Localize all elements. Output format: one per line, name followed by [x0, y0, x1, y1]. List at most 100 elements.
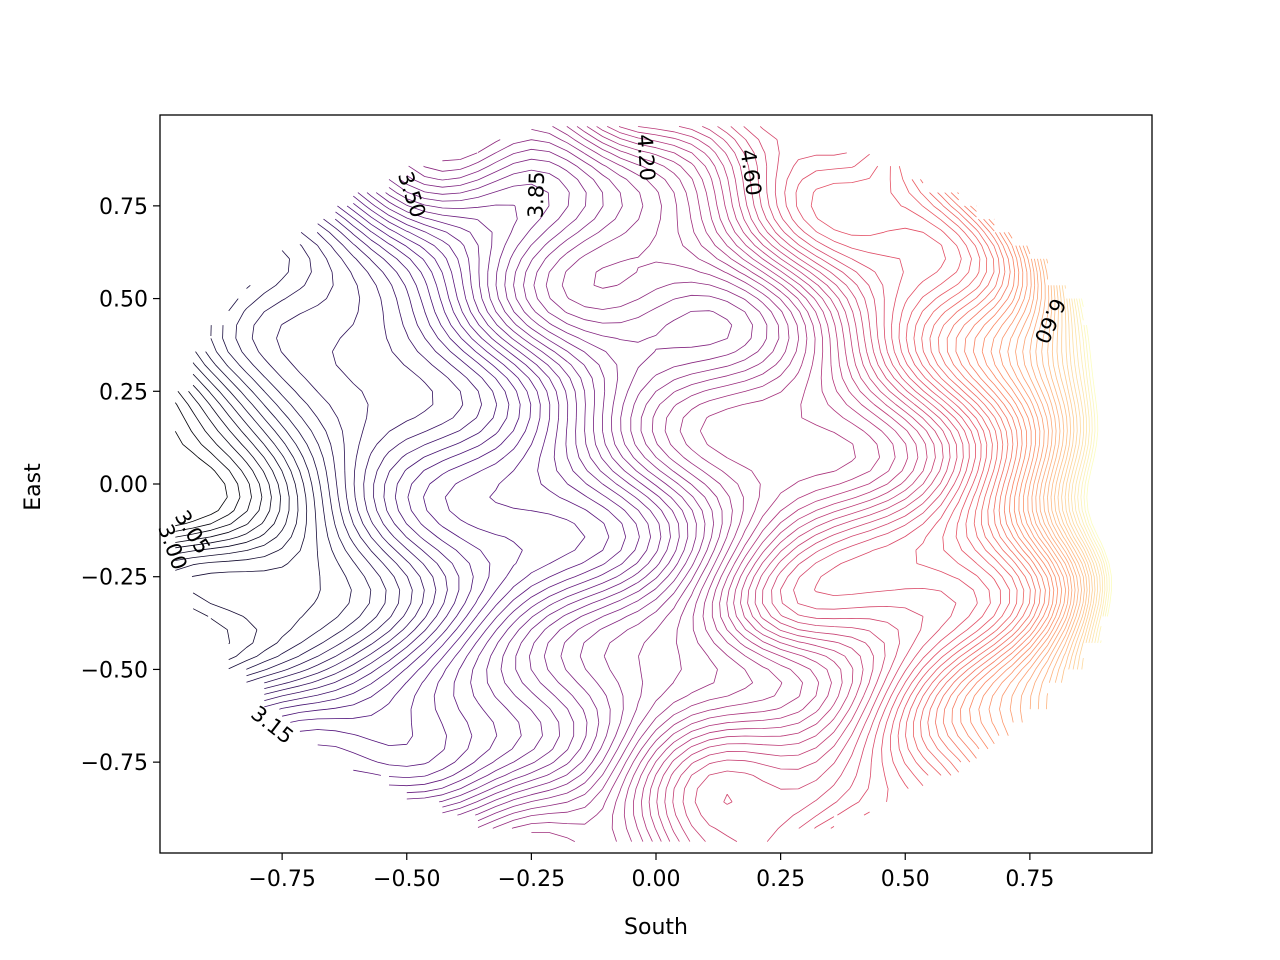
contour-level-line [175, 362, 290, 561]
contour-level-line [927, 192, 1031, 773]
contour-level-line [210, 325, 321, 670]
y-tick-label: 0.25 [99, 380, 148, 405]
contour-level-line [1071, 298, 1103, 643]
contour-level-line [442, 129, 768, 828]
contour-level-line [1029, 258, 1076, 710]
contour-level-line [531, 126, 799, 842]
y-tick-label: 0.50 [99, 288, 148, 313]
contour-level-line [1061, 285, 1096, 670]
contour-level-line [175, 373, 281, 555]
contour-level-line [366, 192, 627, 787]
contour-level-line [399, 169, 680, 814]
contour-level-line [408, 148, 733, 816]
contour-level-line [191, 351, 308, 660]
contour-level-line [596, 126, 856, 842]
contour-level-line [388, 179, 671, 808]
contour-level-line [290, 205, 521, 723]
contour-level-line [618, 126, 896, 842]
x-tick-label: 0.50 [881, 867, 930, 892]
contour-level-line [898, 165, 1011, 776]
contour-level-line [492, 126, 780, 829]
contour-level-line [1073, 298, 1106, 643]
contour-level-line [960, 205, 1051, 750]
contour-level-line [317, 195, 586, 767]
contour-level-line [222, 284, 352, 670]
contour-level-line [175, 351, 299, 645]
contour-level-line [889, 166, 1001, 787]
contour-level-line [511, 126, 790, 829]
contour-level-line [694, 126, 944, 842]
contour-level-line [911, 179, 1018, 776]
contour-level-line [1078, 298, 1110, 643]
contour-level-line [235, 250, 372, 677]
contour-level-line [920, 179, 1025, 776]
contour-level-line [385, 192, 651, 800]
x-axis-ticks: −0.75 −0.50 −0.25 0.00 0.25 0.50 0.75 [248, 853, 1054, 892]
contour-level-line [375, 192, 640, 794]
plot-area-background [160, 115, 1152, 853]
x-axis-label: South [624, 915, 688, 940]
contour-label: 4.20 [632, 133, 659, 181]
contour-level-line [607, 126, 880, 842]
contour-level-line [1081, 298, 1112, 617]
contour-level-line [175, 391, 252, 538]
contour-level-line [246, 244, 387, 683]
y-axis-label: East [21, 463, 46, 511]
contour-level-line [174, 431, 228, 527]
contour-level-line [1035, 258, 1079, 710]
x-tick-label: 0.75 [1005, 867, 1054, 892]
contour-level-line [1051, 285, 1088, 683]
contour-lines [174, 126, 1112, 842]
contour-level-line [1046, 258, 1085, 683]
y-tick-label: 0.75 [99, 195, 148, 220]
contour-level-line [682, 126, 936, 842]
contour-level-line [1064, 285, 1098, 670]
y-tick-label: −0.25 [81, 566, 148, 591]
contour-level-line [586, 126, 808, 842]
contour-level-line [759, 126, 958, 829]
contour-level-line [1059, 285, 1093, 670]
contour-level-line [795, 153, 978, 829]
contour-level-line [784, 152, 964, 829]
x-tick-label: −0.25 [498, 867, 565, 892]
contour-level-line [1068, 298, 1101, 643]
y-tick-label: −0.50 [81, 658, 148, 683]
contour-level-line [1041, 258, 1082, 710]
contour-level-line [423, 139, 753, 822]
contour-level-line [299, 202, 532, 746]
contour-level-line [999, 245, 1066, 736]
x-tick-label: 0.25 [756, 867, 805, 892]
contour-level-line [388, 187, 662, 803]
contour-level-line [175, 391, 263, 543]
contour-level-line [264, 232, 413, 689]
contour-level-line [1056, 285, 1091, 670]
contour-level-line [810, 165, 991, 789]
contour-level-line [264, 223, 434, 695]
contour-level-line [951, 192, 1046, 759]
contour-level-line [406, 158, 689, 816]
contour-level-line [935, 192, 1036, 763]
contour-level-line [279, 211, 497, 710]
contour-level-line [672, 126, 928, 842]
contour-level-line [978, 232, 1059, 745]
contour-level-line [1076, 298, 1108, 643]
contour-level-line [353, 192, 610, 778]
x-tick-label: 0.00 [632, 867, 681, 892]
x-tick-label: −0.75 [248, 867, 315, 892]
contour-level-line [664, 126, 919, 842]
contour-level-line [969, 218, 1055, 750]
contour-level-line [723, 126, 951, 842]
contour-level-line [175, 384, 272, 549]
contour-label: 3.85 [524, 171, 550, 219]
contour-level-line [988, 245, 1063, 736]
contour-level-line [282, 205, 510, 717]
contour-level-line [637, 126, 909, 842]
x-tick-label: −0.50 [373, 867, 440, 892]
contour-level-line [1009, 245, 1070, 723]
y-tick-label: −0.75 [81, 751, 148, 776]
contour-level-line [264, 218, 482, 708]
contour-level-line [174, 402, 241, 532]
contour-level-line [264, 218, 464, 701]
contour-level-line [1019, 258, 1073, 723]
